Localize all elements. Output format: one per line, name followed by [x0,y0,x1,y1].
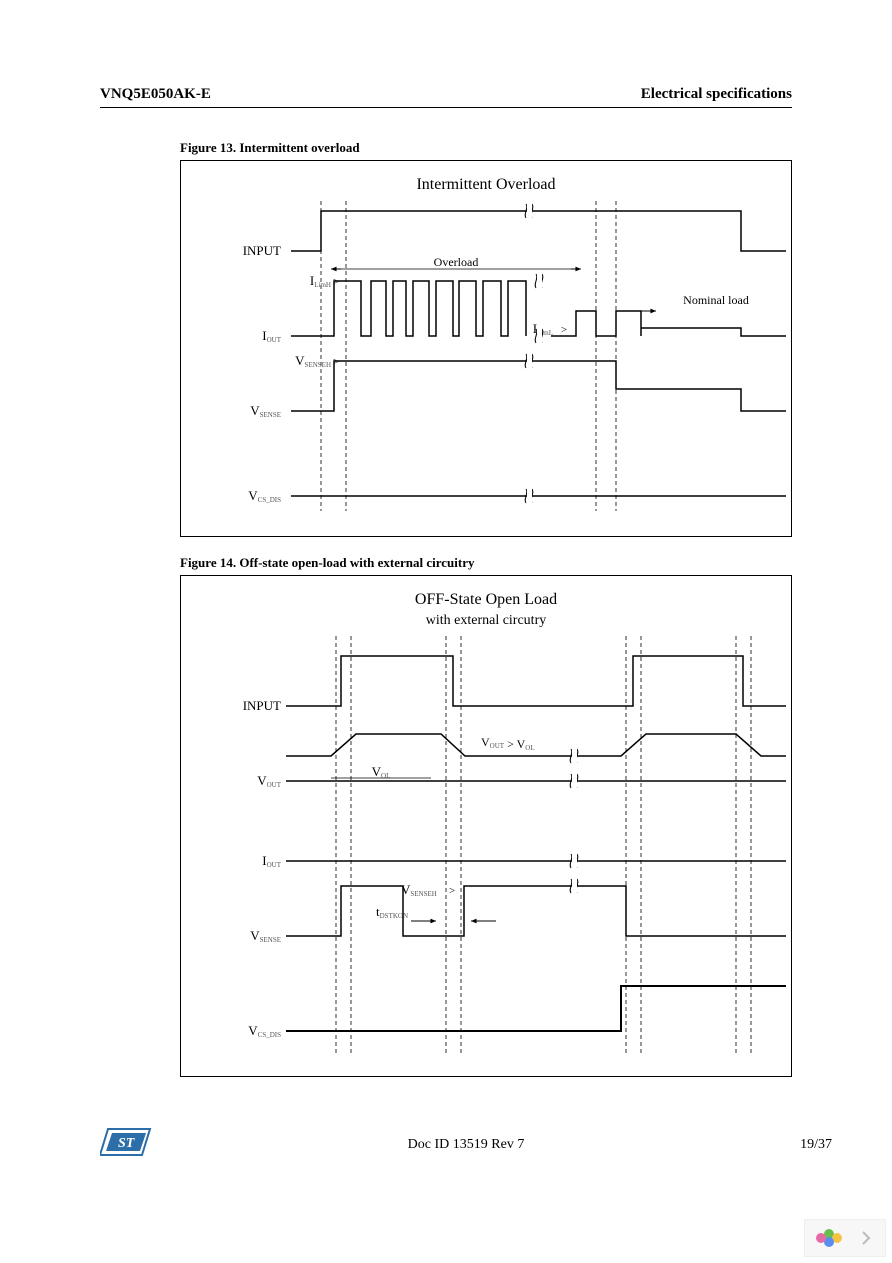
figure-14-caption: Figure 14. Off-state open-load with exte… [180,555,792,571]
figure-14-diagram: OFF-State Open Load with external circutr… [181,576,791,1071]
svg-text:Overload: Overload [434,255,479,269]
svg-text:VOUT > VOL: VOUT > VOL [481,735,535,752]
footer-page-number: 19/37 [800,1137,832,1153]
svg-text:VSENSE: VSENSE [250,403,281,419]
svg-text:VSENSEH: VSENSEH [401,882,437,898]
figure-13: Figure 13. Intermittent overload Intermi… [180,140,792,537]
viewer-widget[interactable] [804,1219,886,1257]
svg-text:INPUT: INPUT [243,698,281,713]
page-footer: ST Doc ID 13519 Rev 7 19/37 [100,1123,832,1163]
svg-text:ILimH: ILimH [310,273,331,289]
svg-text:INPUT: INPUT [243,243,281,258]
page-header: VNQ5E050AK-E Electrical specifications [100,86,792,108]
svg-text:with external circutry: with external circutry [426,613,547,628]
header-part-number: VNQ5E050AK-E [100,86,211,103]
svg-text:VSENSE: VSENSE [250,928,281,944]
figure-13-diagram: Intermittent Overload INPUT Overload IOUT IL… [181,161,791,531]
figure-14: Figure 14. Off-state open-load with exte… [180,555,792,1077]
viewer-widget-icon [815,1224,875,1252]
svg-text:IOUT: IOUT [262,328,281,344]
header-section: Electrical specifications [641,86,792,103]
svg-text:VOUT: VOUT [257,773,282,789]
svg-text:OFF-State Open Load: OFF-State Open Load [415,591,557,608]
footer-doc-id: Doc ID 13519 Rev 7 [100,1137,832,1153]
figure-13-box: Intermittent Overload INPUT Overload IOUT IL… [180,160,792,537]
svg-text:>: > [561,324,567,336]
svg-text:VCS_DIS: VCS_DIS [248,1023,281,1039]
svg-text:VSENSEH: VSENSEH [295,353,331,369]
figure-13-caption: Figure 13. Intermittent overload [180,140,792,156]
svg-text:IOUT: IOUT [262,853,281,869]
svg-text:VOL: VOL [372,764,391,780]
svg-text:VCS_DIS: VCS_DIS [248,488,281,504]
svg-text:Intermittent Overload: Intermittent Overload [416,176,555,193]
svg-text:>: > [449,885,455,897]
svg-text:Nominal load: Nominal load [683,293,749,307]
figure-14-box: OFF-State Open Load with external circutr… [180,575,792,1077]
